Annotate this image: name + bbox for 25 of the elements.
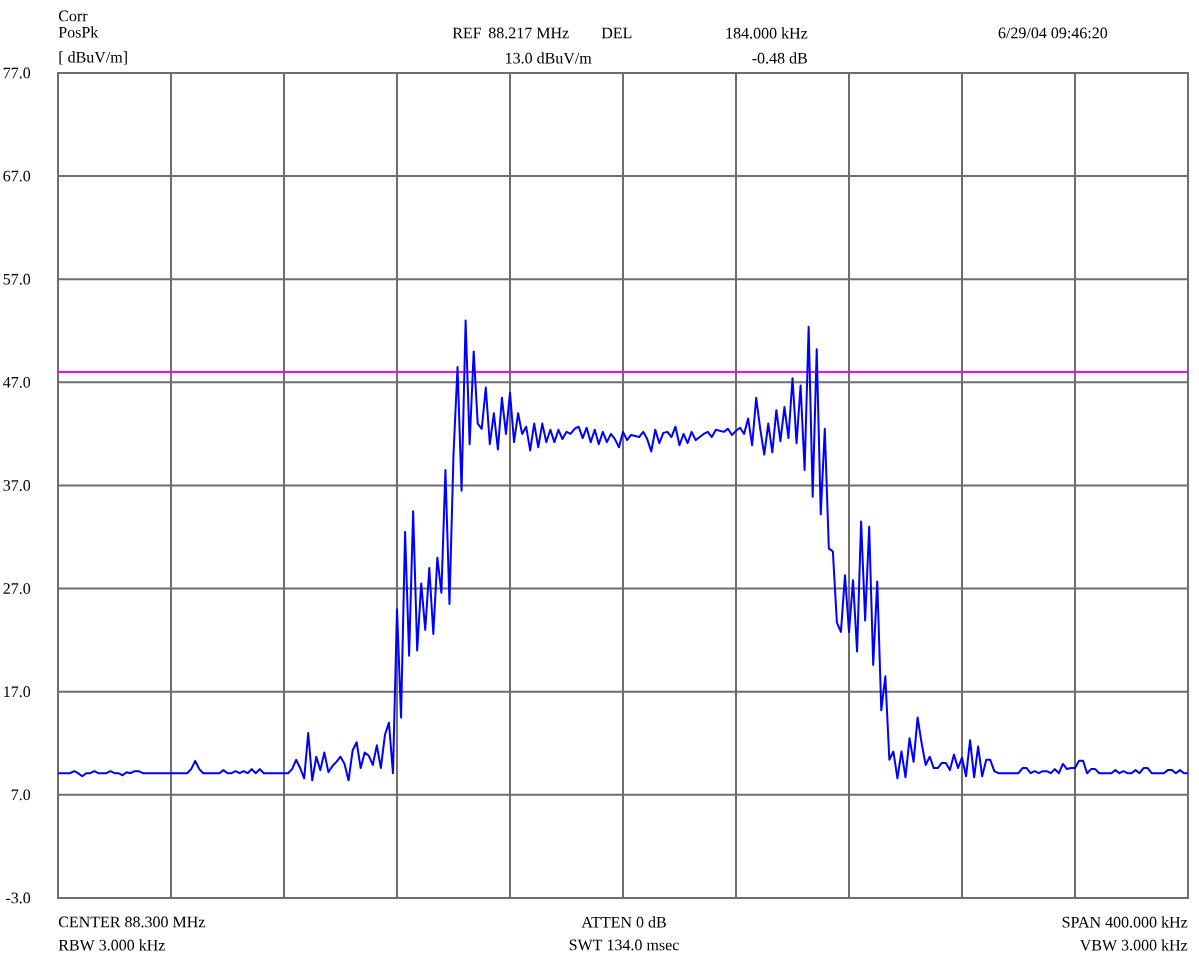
y-tick-label: 37.0: [3, 480, 31, 491]
y-tick-label: 47.0: [3, 376, 31, 388]
y-tick-label: 57.0: [3, 273, 31, 285]
text: SWT 134.0 msec: [569, 939, 679, 951]
text: -0.48 dB: [752, 52, 807, 64]
text: REF: [452, 27, 482, 39]
y-axis-title: [ dBuV/m]: [59, 51, 127, 65]
y-tick-label: 27.0: [3, 583, 31, 595]
text: RBW 3.000 kHz: [58, 939, 165, 951]
y-tick-label: 17.0: [4, 686, 31, 698]
text: SPAN 400.000 kHz: [1062, 916, 1188, 928]
text: PosPk: [58, 26, 99, 38]
text: 184.000 kHz: [726, 27, 808, 39]
y-tick-label: 67.0: [3, 170, 31, 182]
y-tick-label: 77.0: [3, 67, 31, 79]
text: DEL: [601, 27, 632, 39]
text: 6/29/04 09:46:20: [998, 27, 1108, 39]
text: Corr: [58, 10, 88, 22]
y-tick-label: -3.0: [6, 892, 31, 904]
text: ATTEN 0 dB: [581, 916, 666, 928]
text: CENTER 88.300 MHz: [58, 916, 205, 928]
text: 88.217 MHz: [488, 27, 569, 39]
y-tick-label: 7.0: [11, 789, 31, 801]
text: VBW 3.000 kHz: [1079, 939, 1188, 951]
text: 13.0 dBuV/m: [506, 52, 592, 64]
